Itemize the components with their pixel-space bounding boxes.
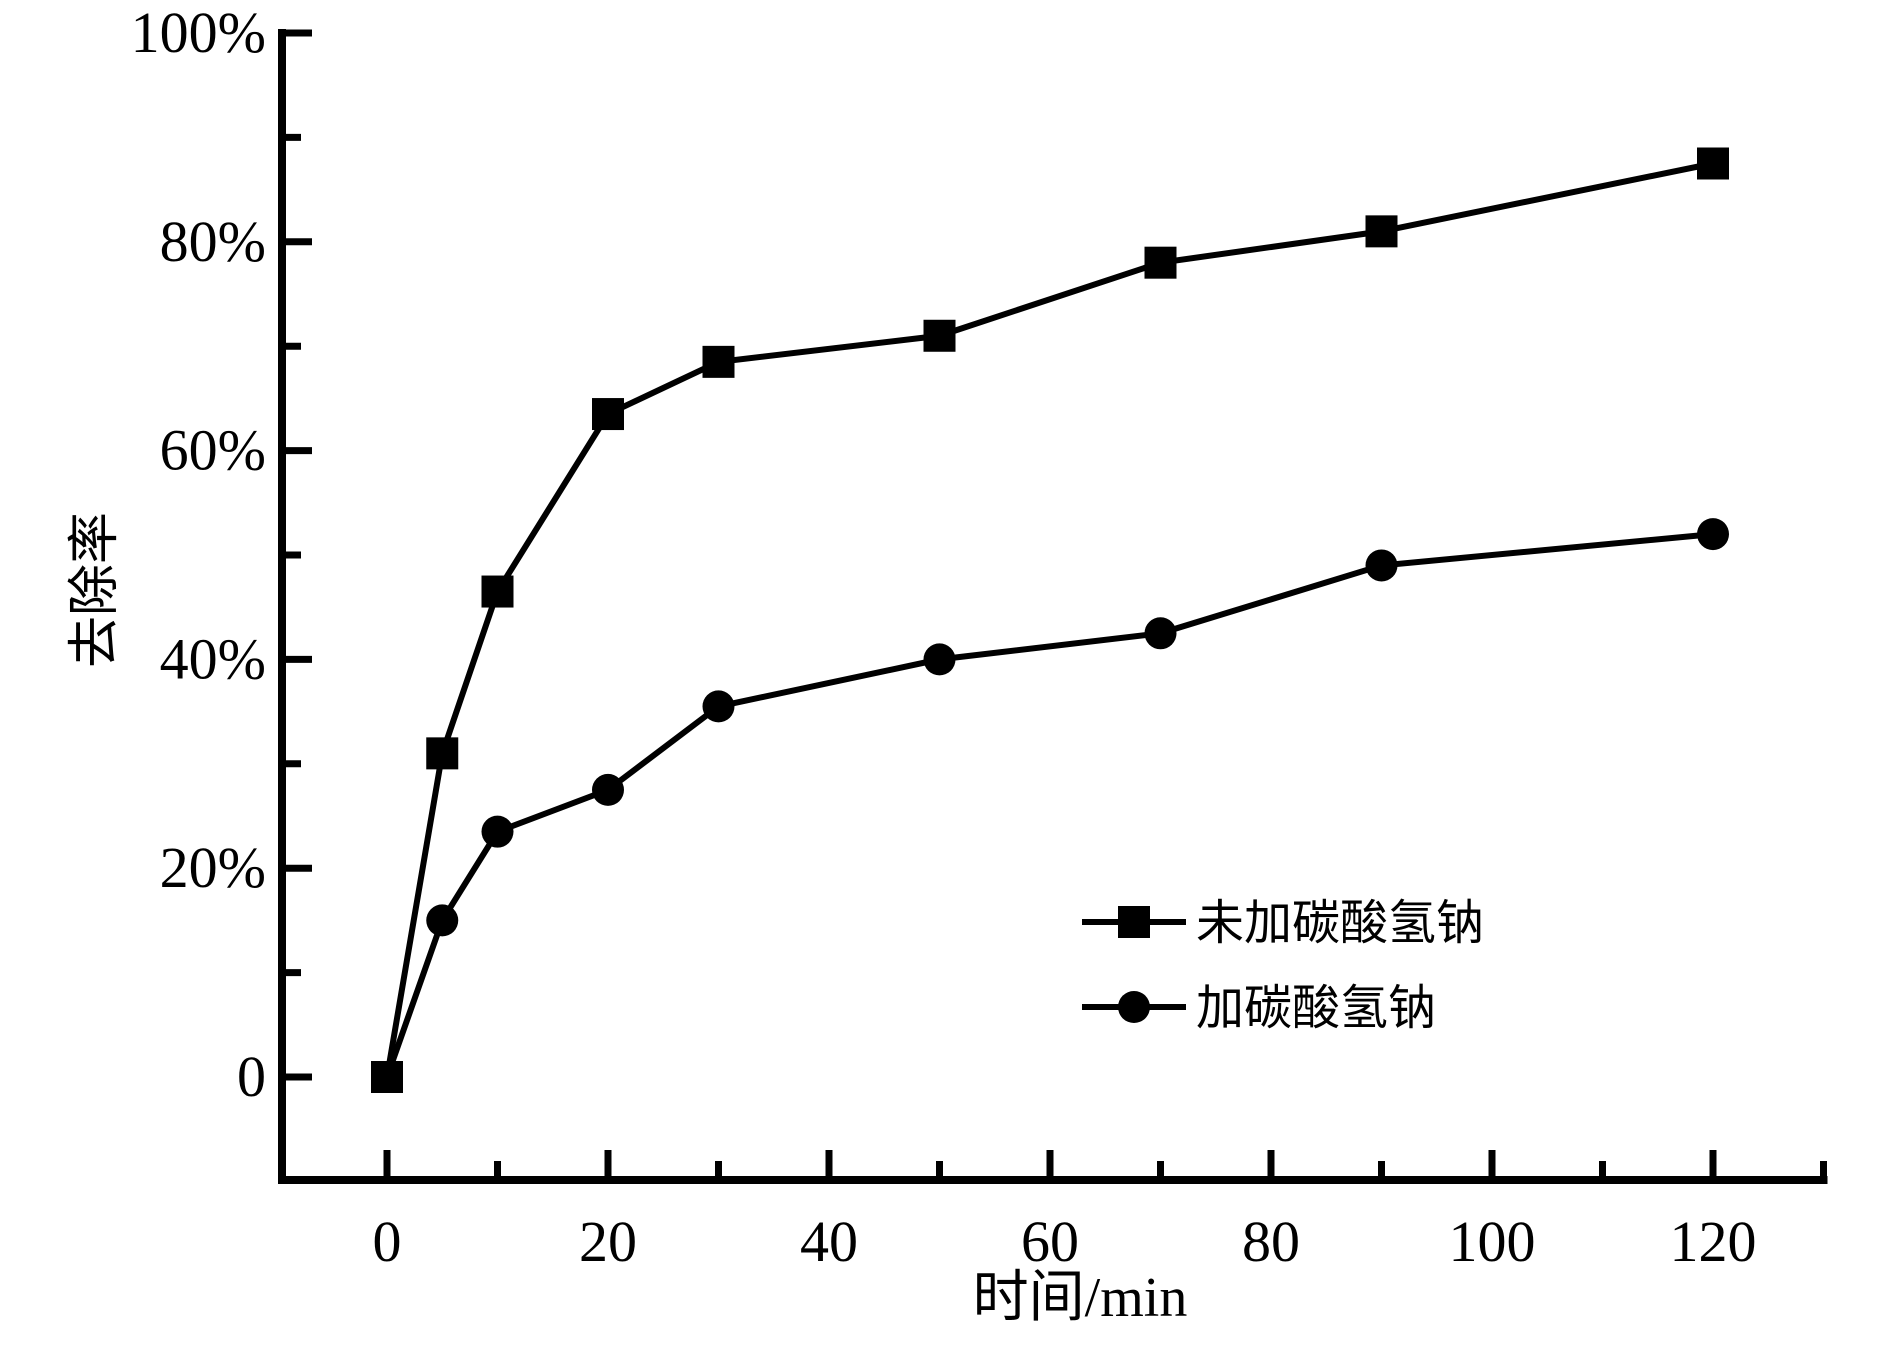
- x-tick-label: 60: [1021, 1209, 1079, 1274]
- y-tick-label: 0: [237, 1044, 266, 1109]
- y-tick-label: 60%: [160, 418, 266, 483]
- x-axis-title: 时间/min: [973, 1267, 1188, 1329]
- x-tick-label: 80: [1242, 1209, 1300, 1274]
- legend-label-with-bicarbonate: 加碳酸氢钠: [1196, 982, 1436, 1035]
- square-data-marker: [702, 345, 735, 378]
- square-data-marker: [923, 319, 956, 352]
- circle-data-marker: [1697, 518, 1729, 551]
- legend-label-without-bicarbonate: 未加碳酸氢钠: [1196, 897, 1484, 950]
- circle-data-marker: [702, 690, 735, 723]
- square-data-marker: [1144, 246, 1177, 279]
- circle-data-marker: [592, 773, 624, 806]
- circle-data-marker: [426, 904, 459, 937]
- legend-square-marker-icon: [1118, 906, 1150, 938]
- series-line-without-bicarbonate: [384, 160, 1714, 1078]
- y-axis-title: 去除率: [67, 512, 124, 668]
- x-tick-label: 40: [800, 1209, 858, 1274]
- x-tick-label: 100: [1449, 1209, 1536, 1274]
- square-data-marker: [371, 1061, 403, 1093]
- data-series: [371, 147, 1729, 1093]
- circle-data-marker: [923, 643, 956, 676]
- square-data-marker: [1365, 215, 1398, 248]
- square-data-marker: [1697, 147, 1729, 180]
- x-tick-label: 0: [373, 1209, 402, 1274]
- series-line-with-bicarbonate: [384, 531, 1714, 1078]
- circle-data-marker: [1365, 549, 1398, 582]
- square-data-marker: [426, 737, 459, 770]
- tick-labels: 0 20 40 60 80 100 120 0 20% 40% 60% 80% 100%: [131, 0, 1757, 1274]
- y-tick-label: 100%: [131, 0, 266, 65]
- y-tick-label: 40%: [160, 626, 266, 691]
- axes: [278, 29, 1828, 1184]
- y-tick-label: 80%: [160, 209, 266, 274]
- y-tick-label: 20%: [160, 835, 266, 900]
- circle-data-marker: [481, 815, 514, 848]
- square-data-marker: [592, 398, 624, 431]
- x-tick-label: 120: [1670, 1209, 1757, 1274]
- legend-circle-marker-icon: [1118, 991, 1150, 1023]
- square-data-marker: [481, 575, 514, 608]
- circle-data-marker: [1144, 617, 1177, 650]
- x-tick-label: 20: [579, 1209, 637, 1274]
- legend-item-without-bicarbonate: 未加碳酸氢钠: [1082, 897, 1484, 950]
- legend: 未加碳酸氢钠 加碳酸氢钠: [1082, 897, 1484, 1035]
- legend-item-with-bicarbonate: 加碳酸氢钠: [1082, 982, 1436, 1035]
